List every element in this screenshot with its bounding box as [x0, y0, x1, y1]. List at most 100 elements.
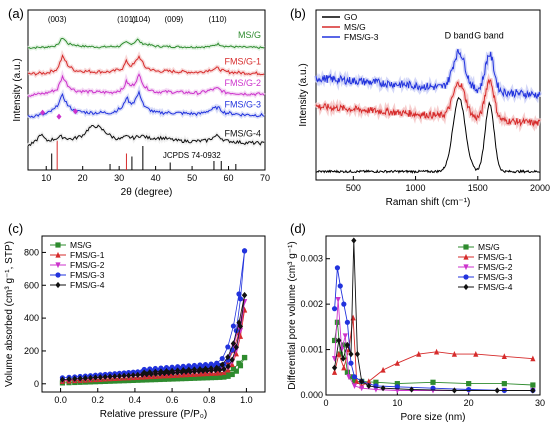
series-marker — [241, 292, 248, 299]
series-marker — [530, 387, 536, 394]
x-tick-label: 1000 — [406, 183, 426, 193]
x-tick-label: 0.0 — [54, 395, 67, 405]
series-marker — [341, 342, 347, 348]
series-line — [27, 124, 265, 147]
legend-label: FMS/G-1 — [70, 250, 105, 260]
peak-label: (101) — [117, 15, 136, 24]
series-marker — [187, 368, 193, 375]
series-marker — [494, 387, 500, 394]
series-marker — [334, 319, 341, 325]
series-marker — [236, 319, 242, 326]
series-marker — [366, 378, 372, 384]
series-marker — [501, 381, 507, 387]
legend-marker — [55, 242, 61, 248]
series-marker — [501, 353, 507, 359]
series-marker — [163, 368, 170, 375]
series-shadow — [314, 47, 542, 104]
y-axis-label: Differential pore volume (cm³ g⁻¹) — [287, 241, 298, 389]
series-marker — [180, 363, 186, 369]
series-marker — [175, 367, 181, 374]
series-marker — [241, 248, 248, 254]
series-marker — [233, 350, 239, 357]
series-marker — [66, 376, 72, 383]
series-line — [334, 317, 533, 387]
panel-label-c: (c) — [8, 221, 23, 236]
series-label: MS/G — [238, 30, 261, 40]
series-marker — [107, 373, 113, 380]
series-marker — [241, 354, 248, 361]
series-marker — [230, 340, 237, 347]
series-marker — [130, 372, 136, 379]
series-marker — [380, 366, 386, 373]
series-marker — [337, 351, 343, 357]
x-tick-label: 20 — [78, 173, 88, 183]
x-tick-label: 0.8 — [203, 395, 216, 405]
series-marker — [158, 365, 164, 371]
plot-frame — [41, 235, 266, 393]
y-tick-label: 0.001 — [300, 345, 323, 355]
series-marker — [126, 372, 132, 379]
series-marker — [163, 365, 170, 371]
series-line — [315, 78, 541, 127]
series-marker — [394, 360, 400, 366]
series-line — [334, 322, 533, 386]
band-label: G band — [474, 30, 504, 40]
series-marker — [135, 377, 141, 383]
series-marker — [87, 374, 94, 381]
x-tick-label: 60 — [224, 173, 234, 183]
series-marker — [348, 351, 354, 358]
series-marker — [230, 323, 237, 329]
series-marker — [130, 377, 136, 384]
series-line — [315, 96, 541, 174]
series-marker — [451, 387, 457, 394]
series-marker — [186, 363, 192, 369]
y-axis-label: Volume absorbed (cm³ g⁻¹, STP) — [4, 241, 15, 387]
phase-marker — [40, 109, 46, 116]
legend-label: MS/G — [70, 240, 92, 250]
panel-a-xrd: 10 20 30 40 50 60 70 2θ (degree) Intensity (a.u.… — [12, 9, 270, 198]
series-marker — [92, 374, 99, 381]
series-marker — [121, 378, 127, 384]
series-marker — [197, 365, 203, 373]
series-marker — [225, 363, 231, 370]
legend-marker — [463, 274, 469, 280]
series-label: FMS/G-3 — [224, 99, 261, 109]
series-marker — [351, 374, 358, 380]
series-label: FMS/G-4 — [224, 129, 261, 139]
series-marker — [141, 369, 147, 376]
series-marker — [169, 367, 175, 374]
series-marker — [433, 348, 440, 355]
series-marker — [82, 375, 88, 382]
legend-label: FMS/G-3 — [478, 272, 513, 282]
series-marker — [191, 362, 197, 369]
series-marker — [219, 361, 225, 368]
series-marker — [116, 378, 123, 384]
series-marker — [366, 382, 372, 390]
series-marker — [530, 382, 536, 388]
x-axis-label: Pore size (nm) — [400, 412, 465, 423]
peak-label: (003) — [48, 15, 67, 24]
x-tick-label: 30 — [535, 398, 545, 408]
series-marker — [166, 369, 172, 377]
x-axis-label: 2θ (degree) — [121, 187, 173, 198]
series-marker — [163, 374, 170, 380]
peak-label: (009) — [165, 15, 184, 24]
y-axis-label: Intensity (a.u.) — [12, 58, 23, 121]
series-marker — [331, 306, 338, 312]
series-marker — [225, 344, 231, 350]
series-marker — [196, 368, 202, 375]
series-marker — [152, 368, 158, 375]
series-marker — [344, 319, 350, 325]
phase-marker — [56, 113, 62, 120]
series-line — [27, 89, 265, 118]
series-marker — [225, 373, 231, 379]
series-marker — [236, 360, 242, 366]
series-marker — [359, 385, 365, 392]
legend-label: FMS/G-3 — [344, 32, 379, 42]
series-line — [27, 73, 265, 98]
series-marker — [148, 370, 154, 378]
plot-frame — [27, 9, 266, 171]
x-tick-label: 2000 — [530, 183, 550, 193]
series-marker — [214, 364, 220, 371]
